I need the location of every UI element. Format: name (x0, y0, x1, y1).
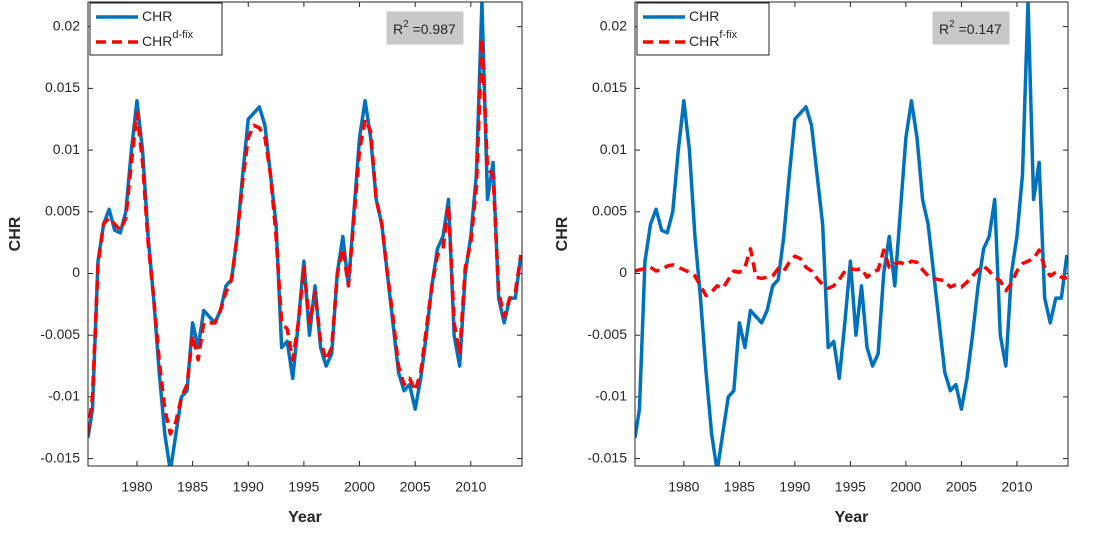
legend-label: CHRd-fix (142, 29, 194, 49)
legend-label: CHRf-fix (689, 29, 738, 49)
annotation-value: =0.147 (955, 21, 1002, 37)
y-tick-label: 0 (619, 264, 627, 280)
annotation-sup: 2 (403, 19, 409, 30)
y-tick-label: 0.01 (600, 141, 627, 157)
y-axis-label: CHR (7, 216, 24, 251)
y-axis-label: CHR (554, 216, 571, 251)
y-tick-label: -0.015 (587, 449, 627, 465)
y-tick-label: 0.015 (592, 79, 627, 95)
annotation: R2 =0.147 (932, 11, 1010, 45)
annotation-text: R2 =0.987 (393, 19, 456, 37)
y-tick-label: 0.005 (592, 202, 627, 218)
x-tick-label: 1985 (177, 479, 208, 495)
x-tick-label: 1995 (288, 479, 319, 495)
y-tick-label: 0 (72, 264, 80, 280)
legend-name: CHR (142, 8, 172, 24)
axes-box (634, 1, 1069, 467)
legend-name: CHR (142, 33, 172, 49)
legend-box (89, 2, 223, 56)
x-tick-label: 2010 (1001, 479, 1032, 495)
y-tick-label: -0.005 (40, 326, 80, 342)
x-tick-label: 1995 (835, 479, 866, 495)
series-line (88, 37, 522, 436)
x-tick-label: 2005 (946, 479, 977, 495)
x-tick-label: 2000 (344, 479, 375, 495)
y-tick-label: -0.01 (595, 388, 627, 404)
annotation-base: R (939, 21, 949, 37)
axes-box (87, 1, 523, 467)
plot-area (88, 2, 522, 466)
annotation-text: R2 =0.147 (939, 19, 1002, 37)
legend-name-sup: f-fix (719, 29, 737, 41)
legend-box (636, 2, 770, 56)
x-tick-label: 1980 (121, 479, 152, 495)
annotation-base: R (393, 21, 403, 37)
series-group (635, 2, 1068, 466)
annotation-box (932, 11, 1010, 45)
annotation-sup: 2 (949, 19, 955, 30)
x-tick-label: 2010 (455, 479, 486, 495)
x-tick-label: 2005 (400, 479, 431, 495)
series-line (635, 247, 1068, 298)
panel: -0.015 -0.01 -0.005 0 0.005 0.01 0.015 0.02 1980… (7, 1, 523, 526)
y-tick-label: -0.015 (40, 449, 80, 465)
legend-name: CHR (689, 33, 719, 49)
y-tick-label: 0.02 (53, 17, 80, 33)
series-group (88, 2, 522, 466)
y-tick-label: 0.015 (45, 79, 80, 95)
panel: -0.015 -0.01 -0.005 0 0.005 0.01 0.015 0.02 1980… (554, 1, 1069, 526)
y-tick-label: 0.02 (600, 17, 627, 33)
legend-name: CHR (689, 8, 719, 24)
legend-label: CHR (689, 8, 719, 24)
x-tick-label: 1990 (233, 479, 264, 495)
x-axis-label: Year (835, 509, 869, 526)
annotation-value: =0.987 (409, 21, 456, 37)
plot-area (635, 2, 1068, 466)
x-tick-label: 1985 (724, 479, 755, 495)
y-tick-label: -0.005 (587, 326, 627, 342)
x-tick-label: 2000 (890, 479, 921, 495)
y-tick-label: 0.005 (45, 202, 80, 218)
legend-label: CHR (142, 8, 172, 24)
annotation: R2 =0.987 (386, 11, 464, 45)
x-axis-label: Year (288, 509, 322, 526)
y-tick-label: 0.01 (53, 141, 80, 157)
series-line (635, 2, 1068, 466)
annotation-box (386, 11, 464, 45)
x-tick-label: 1980 (668, 479, 699, 495)
y-tick-label: -0.01 (48, 388, 80, 404)
legend-name-sup: d-fix (172, 29, 193, 41)
x-tick-label: 1990 (779, 479, 810, 495)
